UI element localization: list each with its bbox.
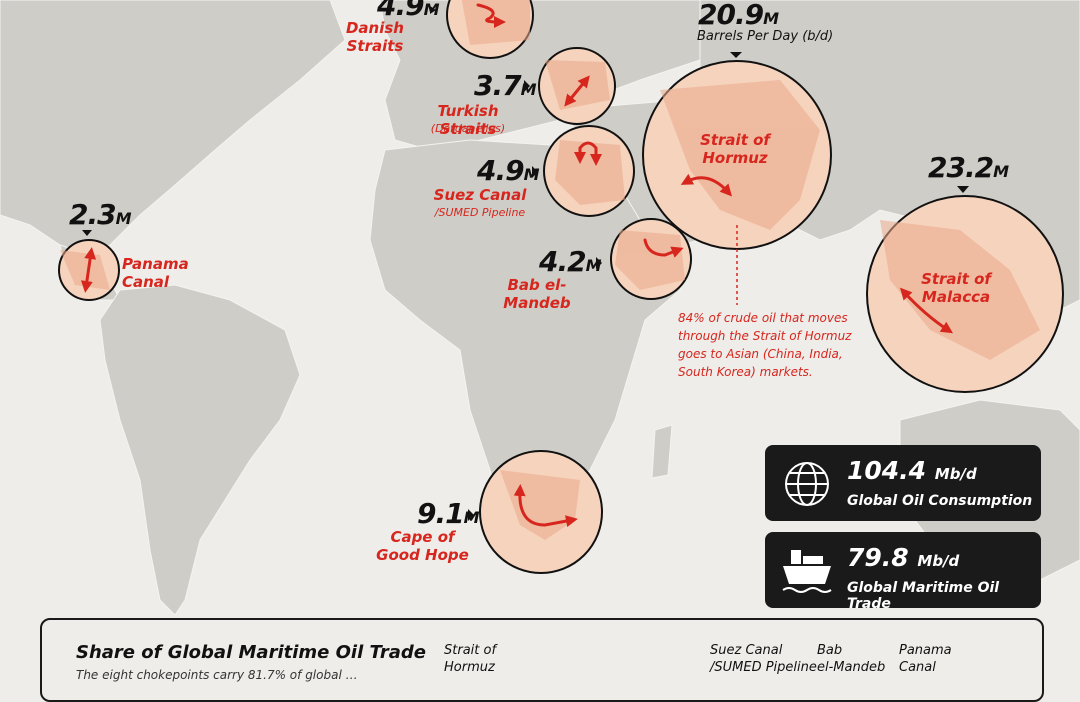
panama-arrow — [80, 247, 97, 293]
south-america — [99, 284, 301, 616]
suez-value: 4.9M — [477, 154, 540, 187]
malacca-arrow — [899, 287, 954, 334]
pointer-triangles — [82, 6, 969, 521]
cape-arrow — [513, 484, 578, 527]
turkish-name: Turkish Straits — [437, 102, 499, 138]
world-map — [0, 0, 1080, 616]
madagascar — [651, 424, 673, 479]
panel-desc: The eight chokepoints carry 81.7% of glo… — [76, 668, 358, 682]
bab-arrow — [643, 238, 684, 258]
turkish-arrow — [564, 75, 590, 107]
turkish-sub: (Dardanelles) — [430, 122, 506, 135]
panel-col-panama: Panama Canal — [899, 643, 952, 675]
stat-global-consumption: 104.4 Mb/d Global Oil Consumption — [765, 445, 1041, 521]
suez-arrow — [574, 141, 602, 166]
panel-col-bab: Bab el-Mandeb — [817, 643, 886, 675]
panel-title: Share of Global Maritime Oil Trade — [76, 642, 426, 663]
hormuz-value: 20.9M — [698, 0, 779, 31]
bab-value: 4.2M — [539, 245, 602, 278]
panel-col-hormuz: Strait of Hormuz — [444, 643, 497, 675]
cape-value: 9.1M — [417, 497, 480, 530]
hormuz-unit-label: Barrels Per Day (b/d) — [697, 29, 834, 44]
panama-value: 2.3M — [69, 198, 132, 231]
malacca-name: Strait of Malacca — [921, 270, 991, 306]
danish-name: Danish Straits — [345, 19, 404, 55]
suez-name: Suez Canal — [433, 186, 527, 204]
share-panel: Share of Global Maritime Oil Trade The e… — [40, 618, 1044, 702]
turkish-value: 3.7M — [474, 69, 537, 102]
stat-value: 104.4 Mb/d — [847, 456, 977, 485]
hormuz-name: Strait of Hormuz — [700, 131, 770, 167]
hormuz-arrow — [680, 173, 733, 197]
suez-sub: /SUMED Pipeline — [434, 206, 526, 219]
globe-icon — [785, 462, 829, 506]
route-arrows — [80, 3, 954, 527]
panama-name: Panama Canal — [122, 255, 189, 291]
panel-col-suez: Suez Canal/SUMED Pipeline — [710, 643, 817, 675]
danish-arrow — [476, 3, 506, 28]
cape-name: Cape of Good Hope — [376, 528, 469, 564]
north-america — [0, 0, 346, 256]
hormuz-note: 84% of crude oil that moves through the … — [678, 311, 852, 379]
bab-name: Bab el-Mandeb — [503, 276, 571, 312]
stat-label: Global Maritime Oil Trade — [847, 580, 1000, 612]
tanker-ship-icon — [782, 550, 832, 593]
malacca-value: 23.2M — [928, 151, 1009, 184]
stat-maritime-trade: 79.8 Mb/d Global Maritime Oil Trade — [765, 532, 1041, 612]
stat-value: 79.8 Mb/d — [847, 543, 960, 572]
stat-label: Global Oil Consumption — [847, 493, 1033, 509]
danish-value: 4.9M — [377, 0, 440, 22]
